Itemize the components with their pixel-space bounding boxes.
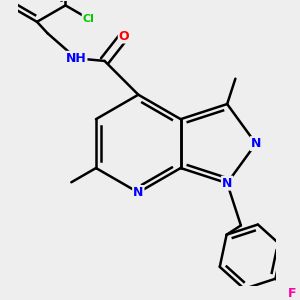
Text: F: F [288, 287, 296, 300]
Text: N: N [133, 186, 143, 199]
Text: Cl: Cl [82, 14, 94, 24]
Text: N: N [251, 137, 261, 150]
Text: N: N [222, 177, 232, 190]
Text: O: O [119, 30, 129, 43]
Text: NH: NH [66, 52, 86, 65]
